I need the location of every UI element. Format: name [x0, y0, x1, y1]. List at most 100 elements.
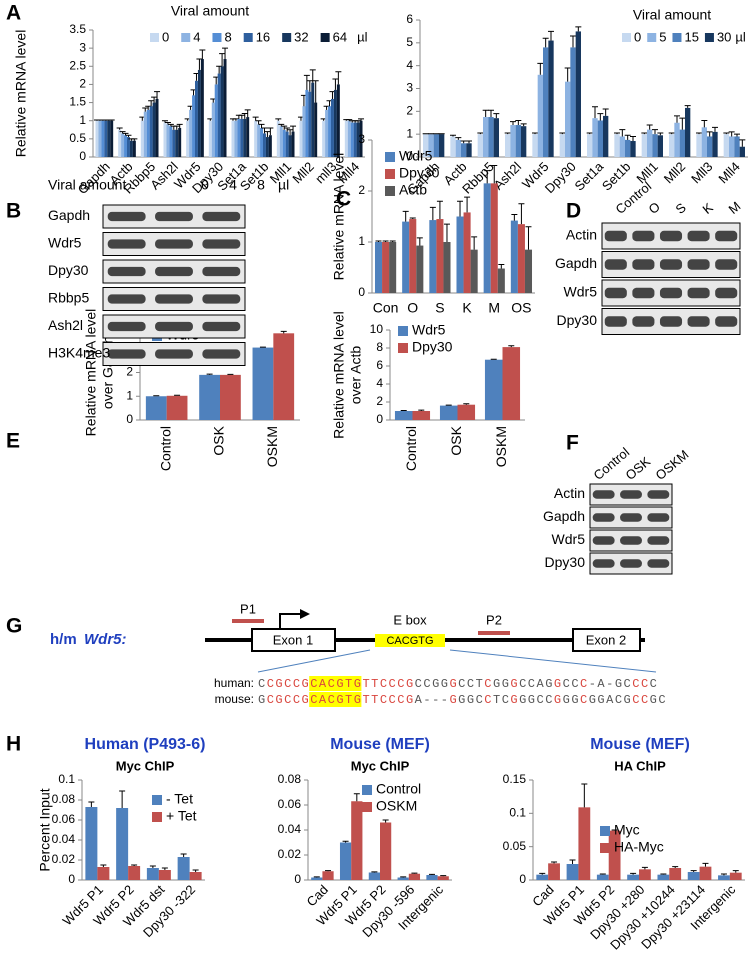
- blot-band: [620, 559, 642, 568]
- blot-band: [592, 559, 615, 568]
- bar: [104, 120, 108, 157]
- y-tick-label: 3: [358, 132, 365, 146]
- bar: [169, 126, 173, 157]
- sequence-base: -: [432, 693, 441, 707]
- sequence-base: C: [641, 677, 650, 691]
- bar: [543, 47, 549, 157]
- legend-label: 32: [294, 29, 308, 44]
- legend-swatch: [385, 152, 395, 162]
- bar: [674, 122, 680, 157]
- bar: [596, 874, 609, 880]
- y-tick-label: 1.5: [69, 95, 86, 109]
- sequence-base: C: [380, 693, 389, 707]
- legend-swatch: [600, 826, 610, 836]
- error-bar: [219, 53, 226, 67]
- sequence-base: C: [624, 677, 633, 691]
- y-tick-label: 1: [126, 388, 133, 402]
- sequence-base: C: [658, 693, 667, 707]
- bar: [368, 872, 380, 880]
- bar: [548, 863, 560, 880]
- error-bar: [602, 108, 609, 116]
- bar: [276, 120, 280, 157]
- sequence-base: C: [415, 677, 424, 691]
- sequence-base: G: [554, 677, 563, 691]
- error-bar: [599, 873, 606, 875]
- bar: [510, 220, 518, 293]
- error-bar: [630, 872, 637, 875]
- error-bar: [532, 132, 539, 135]
- bar: [265, 137, 269, 157]
- error-bar: [192, 869, 199, 872]
- blot-band: [155, 321, 193, 332]
- bar: [443, 242, 451, 293]
- y-tick-label: 3: [79, 40, 86, 54]
- sequence-base: C: [458, 677, 467, 691]
- y-tick-label: 0.06: [52, 812, 76, 826]
- bar: [243, 118, 247, 157]
- bar: [220, 374, 241, 420]
- sequence-base: G: [441, 677, 450, 691]
- blot-band: [687, 316, 710, 327]
- bar: [189, 872, 202, 880]
- sequence-base: C: [258, 677, 267, 691]
- y-tick-label: 5: [406, 35, 413, 49]
- y-tick-label: 0.15: [503, 772, 527, 786]
- blot-band: [202, 321, 241, 332]
- bar: [163, 122, 167, 157]
- sequence-base: G: [467, 693, 476, 707]
- error-bar: [493, 113, 500, 119]
- error-bar: [732, 870, 739, 873]
- error-bar: [690, 870, 697, 872]
- legend-label: 16: [256, 29, 270, 44]
- bar: [461, 143, 467, 157]
- error-bar: [739, 139, 746, 147]
- y-tick-label: 8: [376, 340, 383, 354]
- blot-band: [592, 536, 615, 545]
- bar: [359, 120, 363, 157]
- error-bar: [342, 840, 349, 843]
- sequence-base: C: [389, 693, 398, 707]
- error-bar: [668, 132, 675, 135]
- panel-label: A: [6, 2, 21, 25]
- error-bar: [258, 123, 265, 128]
- blot-band: [647, 536, 670, 545]
- blot-band: [604, 259, 627, 270]
- bar: [121, 133, 125, 157]
- blot-band: [155, 349, 193, 359]
- bar: [322, 120, 326, 157]
- sequence-base: C: [537, 693, 546, 707]
- sequence-base: C: [484, 693, 493, 707]
- zoom-line: [257, 649, 371, 673]
- error-bar: [287, 129, 294, 136]
- error-bar: [241, 112, 248, 119]
- bar: [455, 139, 461, 157]
- bar: [143, 111, 147, 157]
- bar: [288, 135, 292, 157]
- y-tick-label: 3.5: [69, 22, 86, 36]
- lane-label: 4: [229, 177, 237, 193]
- bar: [510, 125, 516, 157]
- bar: [456, 216, 464, 293]
- bar: [380, 822, 392, 880]
- bar: [339, 842, 352, 880]
- bar: [333, 89, 337, 157]
- error-bar: [471, 236, 478, 250]
- error-bar: [641, 132, 648, 135]
- blot-band: [604, 230, 627, 242]
- bar: [311, 82, 315, 157]
- bar: [477, 134, 484, 157]
- error-bar: [537, 62, 544, 75]
- lane-label: K: [699, 200, 716, 217]
- bar: [322, 871, 334, 880]
- sequence-base: C: [328, 693, 337, 707]
- y-tick-label: 6: [406, 12, 413, 26]
- blot-band: [107, 294, 146, 304]
- error-bar: [216, 65, 223, 74]
- sequence-base: C: [380, 677, 389, 691]
- blot-band: [659, 259, 683, 270]
- error-bar: [382, 240, 389, 242]
- blot-band: [647, 559, 670, 568]
- error-bar: [651, 129, 658, 135]
- sequence-base: -: [589, 677, 598, 691]
